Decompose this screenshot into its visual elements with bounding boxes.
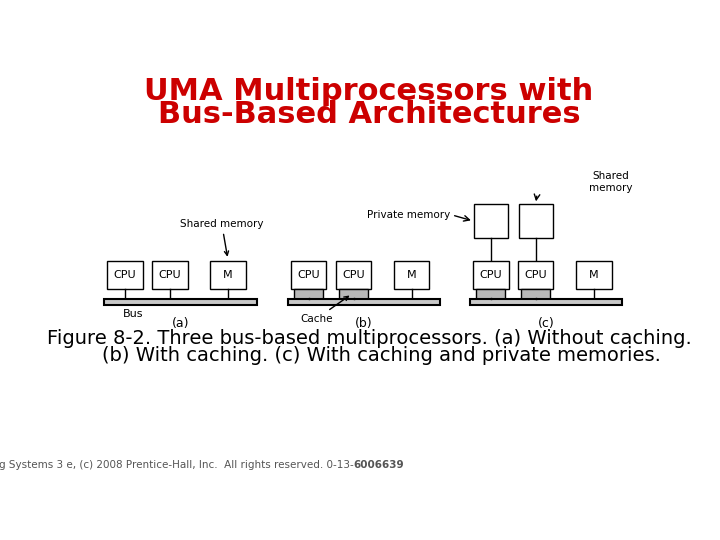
Bar	[576, 261, 611, 289]
Bar	[473, 261, 508, 289]
Text: M: M	[407, 270, 416, 280]
Text: Cache: Cache	[300, 296, 348, 324]
Text: (a): (a)	[171, 317, 189, 330]
Text: M: M	[223, 270, 233, 280]
Bar	[476, 289, 505, 299]
Text: Figure 8-2. Three bus-based multiprocessors. (a) Without caching.: Figure 8-2. Three bus-based multiprocess…	[47, 329, 691, 348]
Text: Private memory: Private memory	[367, 210, 451, 220]
Bar	[287, 299, 441, 305]
Text: Shared
memory: Shared memory	[589, 171, 633, 193]
Bar	[469, 299, 622, 305]
Bar	[294, 289, 323, 299]
Bar	[291, 261, 326, 289]
Text: CPU: CPU	[480, 270, 502, 280]
Bar	[152, 261, 188, 289]
Bar	[104, 299, 256, 305]
Text: M: M	[589, 270, 598, 280]
Text: (b): (b)	[355, 317, 373, 330]
Bar	[339, 289, 368, 299]
Bar	[474, 204, 508, 238]
Text: 6006639: 6006639	[354, 460, 404, 470]
Text: CPU: CPU	[524, 270, 547, 280]
Text: CPU: CPU	[342, 270, 365, 280]
Text: Tanenbaum, Modern Operating Systems 3 e, (c) 2008 Prentice-Hall, Inc.  All right: Tanenbaum, Modern Operating Systems 3 e,…	[0, 460, 354, 470]
Text: CPU: CPU	[297, 270, 320, 280]
Bar	[394, 261, 429, 289]
Bar	[518, 261, 554, 289]
Bar	[107, 261, 143, 289]
Text: (c): (c)	[538, 317, 554, 330]
Text: Shared memory: Shared memory	[180, 219, 264, 255]
Bar	[521, 289, 550, 299]
Text: Bus-Based Architectures: Bus-Based Architectures	[158, 100, 580, 130]
Text: (b) With caching. (c) With caching and private memories.: (b) With caching. (c) With caching and p…	[77, 346, 661, 365]
Text: Bus: Bus	[123, 308, 144, 319]
Bar	[518, 204, 553, 238]
Bar	[210, 261, 246, 289]
Text: UMA Multiprocessors with: UMA Multiprocessors with	[145, 77, 593, 106]
Text: CPU: CPU	[114, 270, 136, 280]
Text: CPU: CPU	[158, 270, 181, 280]
Bar	[336, 261, 372, 289]
